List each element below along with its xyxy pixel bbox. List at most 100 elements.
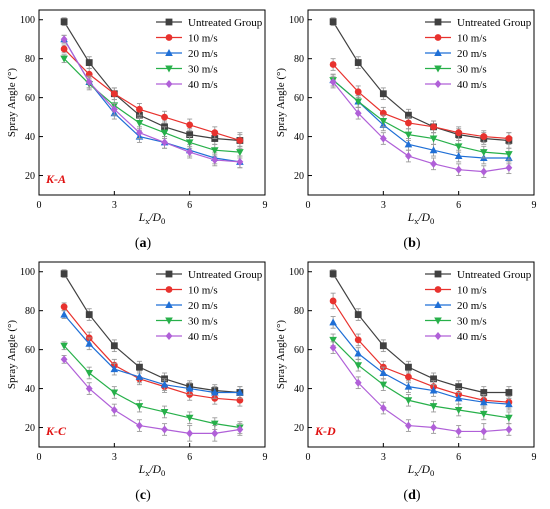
- data-point: [480, 427, 488, 436]
- data-point: [160, 408, 169, 416]
- data-point: [379, 369, 388, 376]
- legend: Untreated Group 10 m/s 20 m/s 30 m/s 40 m/s: [425, 17, 532, 91]
- chart-panel: 0 3 6 9 20 40 60 80 100 Spray Angle (°) Lx/D0 Untre…: [275, 9, 537, 251]
- data-point: [430, 159, 437, 168]
- plot-frame: [38, 261, 266, 448]
- data-point: [430, 375, 437, 383]
- y-tick-label: 100: [20, 267, 35, 278]
- series-line: [332, 347, 509, 433]
- y-tick-label: 40: [25, 384, 35, 395]
- series-line: [63, 21, 240, 142]
- series-line: [332, 79, 509, 155]
- data-point: [136, 421, 143, 430]
- y-tick-label: 60: [25, 93, 35, 104]
- data-point: [479, 410, 488, 418]
- legend-marker: [165, 286, 173, 293]
- data-point: [85, 370, 94, 377]
- data-point: [85, 78, 93, 87]
- data-point: [480, 167, 488, 176]
- legend-marker: [165, 80, 173, 88]
- y-axis-label: Spray Angle (°): [275, 320, 287, 390]
- data-point: [454, 143, 463, 151]
- data-point: [455, 129, 463, 137]
- x-tick-label: 3: [112, 452, 117, 463]
- series-line: [63, 345, 240, 429]
- data-point: [329, 318, 337, 326]
- legend-label: 10 m/s: [188, 284, 218, 296]
- data-point: [404, 397, 413, 405]
- x-tick-label: 9: [263, 452, 268, 463]
- data-point: [354, 362, 363, 370]
- data-point: [211, 155, 219, 164]
- data-point: [160, 380, 169, 388]
- y-tick-label: 60: [294, 345, 304, 356]
- panel-tag: K-A: [45, 172, 66, 186]
- chart-panel: 0 3 6 9 20 40 60 80 100 Spray Angle (°) Lx/D0 Untre…: [275, 261, 537, 503]
- legend-label: 20 m/s: [457, 48, 487, 60]
- legend-marker: [165, 34, 173, 41]
- data-point: [405, 363, 412, 371]
- x-tick-label: 6: [187, 200, 192, 211]
- x-tick-label: 3: [112, 200, 117, 211]
- data-point: [429, 386, 438, 394]
- data-point: [161, 138, 168, 147]
- x-tick-label: 0: [306, 200, 311, 211]
- data-point: [404, 131, 413, 139]
- data-point: [379, 404, 387, 413]
- series-line: [332, 21, 509, 142]
- y-tick-label: 20: [294, 423, 304, 434]
- data-point: [354, 349, 363, 357]
- legend: Untreated Group 10 m/s 20 m/s 30 m/s 40 m/s: [156, 17, 263, 91]
- data-point: [186, 429, 194, 438]
- chart-panel: 0 3 6 9 20 40 60 80 100 Spray Angle (°) Lx/D0 Untre…: [6, 261, 268, 503]
- series: [329, 58, 513, 145]
- data-point: [405, 421, 412, 430]
- x-tick-label: 0: [37, 452, 42, 463]
- legend: Untreated Group 10 m/s 20 m/s 30 m/s 40 m/s: [156, 269, 263, 343]
- legend-marker: [434, 286, 442, 293]
- data-point: [186, 131, 194, 139]
- data-point: [429, 403, 438, 411]
- data-point: [405, 152, 412, 161]
- data-point: [60, 355, 68, 364]
- legend-marker: [434, 18, 442, 26]
- legend-marker: [165, 301, 173, 308]
- data-point: [136, 363, 143, 371]
- data-point: [136, 105, 143, 113]
- x-tick-label: 9: [532, 200, 537, 211]
- data-point: [455, 427, 463, 436]
- series-line: [332, 339, 509, 419]
- y-axis-label: Spray Angle (°): [6, 68, 18, 138]
- legend-label: 30 m/s: [188, 315, 218, 327]
- x-tick-label: 6: [456, 200, 461, 211]
- x-tick-label: 9: [532, 452, 537, 463]
- data-point: [405, 373, 412, 381]
- data-point: [236, 425, 244, 434]
- plot-frame: [307, 261, 535, 448]
- data-point: [185, 384, 194, 392]
- legend-label: 40 m/s: [188, 79, 218, 91]
- legend: Untreated Group 10 m/s 20 m/s 30 m/s 40 m/s: [425, 269, 532, 343]
- data-point: [354, 378, 362, 387]
- y-tick-label: 40: [25, 132, 35, 143]
- legend-label: 40 m/s: [457, 331, 487, 343]
- data-point: [60, 303, 68, 311]
- data-point: [329, 78, 337, 87]
- data-point: [85, 59, 93, 66]
- y-tick-label: 60: [294, 93, 304, 104]
- data-point: [329, 297, 337, 305]
- data-point: [186, 121, 194, 129]
- series-line: [332, 273, 509, 394]
- series: [329, 333, 513, 425]
- y-tick-label: 80: [25, 54, 35, 65]
- series-line: [332, 81, 509, 173]
- x-axis-label: Lx/D0: [407, 212, 434, 226]
- data-point: [60, 45, 68, 53]
- y-tick-label: 60: [25, 345, 35, 356]
- y-tick-label: 20: [25, 423, 35, 434]
- data-point: [135, 119, 144, 127]
- y-tick-label: 40: [294, 384, 304, 395]
- legend-marker: [165, 18, 173, 26]
- data-point: [505, 425, 513, 434]
